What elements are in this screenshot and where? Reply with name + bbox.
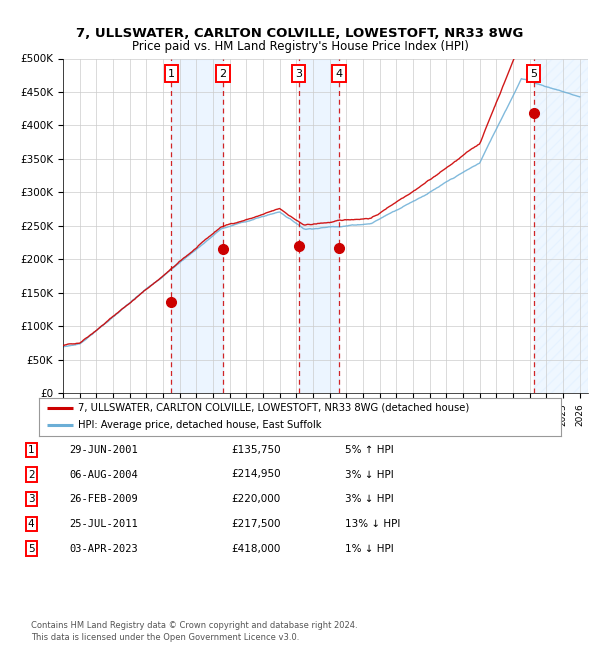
Text: 1: 1	[167, 68, 175, 79]
Text: 3% ↓ HPI: 3% ↓ HPI	[345, 469, 394, 480]
Text: This data is licensed under the Open Government Licence v3.0.: This data is licensed under the Open Gov…	[31, 632, 299, 642]
Text: 3% ↓ HPI: 3% ↓ HPI	[345, 494, 394, 504]
Text: 03-APR-2023: 03-APR-2023	[69, 543, 138, 554]
Text: 7, ULLSWATER, CARLTON COLVILLE, LOWESTOFT, NR33 8WG: 7, ULLSWATER, CARLTON COLVILLE, LOWESTOF…	[76, 27, 524, 40]
Text: 2: 2	[220, 68, 227, 79]
Bar	[534, 58, 588, 393]
Text: 5: 5	[530, 68, 538, 79]
Text: 1% ↓ HPI: 1% ↓ HPI	[345, 543, 394, 554]
Text: Contains HM Land Registry data © Crown copyright and database right 2024.: Contains HM Land Registry data © Crown c…	[31, 621, 358, 630]
Text: 2: 2	[28, 469, 35, 480]
Text: £214,950: £214,950	[231, 469, 281, 480]
Text: Price paid vs. HM Land Registry's House Price Index (HPI): Price paid vs. HM Land Registry's House …	[131, 40, 469, 53]
Text: HPI: Average price, detached house, East Suffolk: HPI: Average price, detached house, East…	[78, 421, 322, 430]
Text: 25-JUL-2011: 25-JUL-2011	[69, 519, 138, 529]
Text: 29-JUN-2001: 29-JUN-2001	[69, 445, 138, 455]
Text: £217,500: £217,500	[231, 519, 281, 529]
Text: 13% ↓ HPI: 13% ↓ HPI	[345, 519, 400, 529]
Text: £418,000: £418,000	[231, 543, 280, 554]
Text: 1: 1	[28, 445, 35, 455]
Text: 3: 3	[28, 494, 35, 504]
Text: 5% ↑ HPI: 5% ↑ HPI	[345, 445, 394, 455]
Bar	[171, 58, 223, 393]
Text: 5: 5	[28, 543, 35, 554]
Text: 3: 3	[295, 68, 302, 79]
Text: 06-AUG-2004: 06-AUG-2004	[69, 469, 138, 480]
Text: 4: 4	[28, 519, 35, 529]
Bar	[299, 58, 339, 393]
Text: 26-FEB-2009: 26-FEB-2009	[69, 494, 138, 504]
Text: 7, ULLSWATER, CARLTON COLVILLE, LOWESTOFT, NR33 8WG (detached house): 7, ULLSWATER, CARLTON COLVILLE, LOWESTOF…	[78, 403, 469, 413]
Text: £135,750: £135,750	[231, 445, 281, 455]
Text: 4: 4	[335, 68, 343, 79]
Text: £220,000: £220,000	[231, 494, 280, 504]
